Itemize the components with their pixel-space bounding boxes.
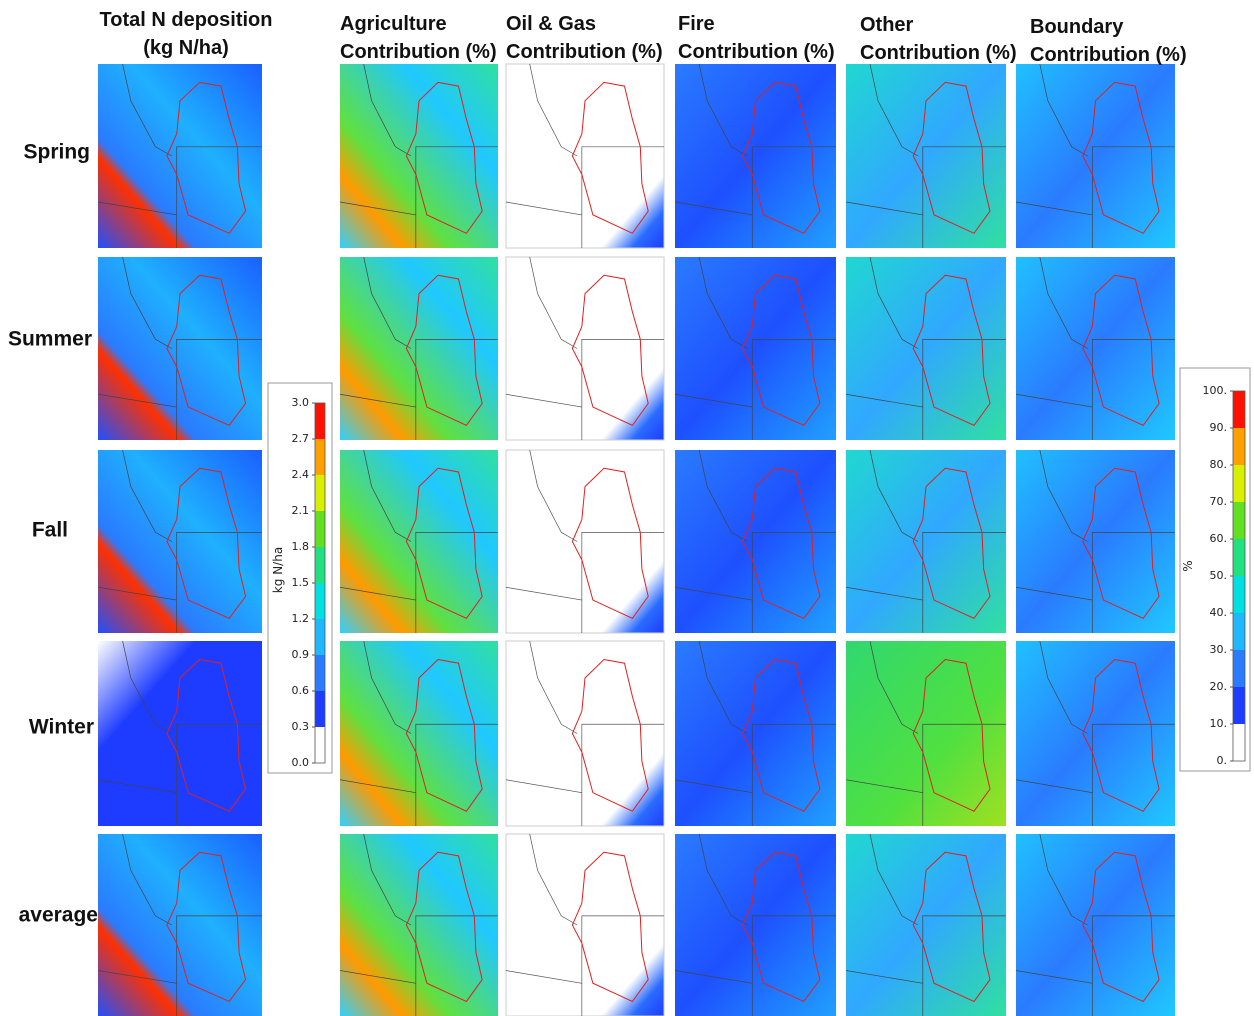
map-panel [98,64,262,248]
map-panel [98,257,262,440]
map-panel [340,257,498,440]
map-panel [846,64,1006,248]
colorbar-segment [1233,502,1245,539]
column-title: Contribution (%) [678,41,835,63]
row-label: Summer [8,328,92,351]
colorbar-segment [315,583,325,619]
map-panel [675,834,836,1016]
colorbar-segment [1233,428,1245,465]
colorbar-tick-label: 2.1 [292,504,310,517]
colorbar-segment [1233,724,1245,761]
map-panel [98,834,262,1016]
map-panel [675,450,836,633]
colorbar-segment [1233,687,1245,724]
map-panel [340,641,498,826]
map-panel [675,641,836,826]
colorbar: 3.0 2.7 2.4 2.1 1.8 1.5 1.2 0.9 0.6 0.3 0.0 kg N/ha [268,383,332,773]
colorbar-tick-label: 3.0 [292,396,310,409]
map-panel [340,450,498,633]
colorbar-segment [315,619,325,655]
column-title: Contribution (%) [506,41,663,63]
colorbar-tick-label: 50. [1210,569,1228,582]
colorbar-segment [315,475,325,511]
colorbar-tick-label: 70. [1210,495,1228,508]
colorbar-tick-label: 0.3 [292,720,310,733]
map-panel [846,257,1006,440]
map-panel [675,64,836,248]
colorbar-segment [1233,465,1245,502]
map-panel [98,450,262,633]
colorbar-label: kg N/ha [271,547,285,593]
map-panel [1016,257,1175,440]
column-title: Total N deposition [100,9,273,31]
column-title: Agriculture [340,13,447,35]
colorbar-tick-label: 1.5 [292,576,310,589]
row-label: Fall [32,519,68,542]
colorbar-segment [315,547,325,583]
map-panel [98,641,262,826]
map-grid [98,64,1175,1016]
column-title: Contribution (%) [340,41,497,63]
row-label: average [19,904,98,927]
colorbar-tick-label: 10. [1210,717,1228,730]
map-panel [846,641,1006,826]
colorbar-segment [1233,391,1245,428]
map-panel [846,834,1006,1016]
colorbar-tick-label: 0.6 [292,684,310,697]
column-title: Contribution (%) [860,42,1017,64]
colorbar-tick-label: 2.4 [292,468,310,481]
colorbar-segment [315,403,325,439]
colorbar-tick-label: 30. [1210,643,1228,656]
column-title: Boundary [1030,16,1124,38]
colorbar-tick-label: 0.9 [292,648,310,661]
map-panel [506,450,664,633]
colorbar-tick-label: 0.0 [292,756,310,769]
map-panel [506,64,664,248]
colorbar-tick-label: 100. [1203,384,1228,397]
colorbar-tick-label: 80. [1210,458,1228,471]
column-title: Fire [678,13,715,35]
map-panel [675,257,836,440]
colorbar-tick-label: 1.2 [292,612,310,625]
colorbar-tick-label: 20. [1210,680,1228,693]
map-panel [506,257,664,440]
colorbar-tick-label: 0. [1217,754,1228,767]
colorbar-segment [315,439,325,475]
colorbar-tick-label: 90. [1210,421,1228,434]
map-panel [506,834,664,1016]
map-panel [1016,834,1175,1016]
colorbar-label: % [1181,560,1195,571]
colorbar-tick-label: 60. [1210,532,1228,545]
column-title: (kg N/ha) [143,37,229,59]
column-title: Other [860,14,914,36]
column-title: Contribution (%) [1030,44,1187,66]
colorbar-segment [1233,613,1245,650]
row-label: Spring [24,141,91,164]
map-panel [340,834,498,1016]
map-panel [846,450,1006,633]
colorbar-segment [315,691,325,727]
colorbar-segment [315,727,325,763]
colorbar-segment [1233,650,1245,687]
colorbar: 100. 90. 80. 70. 60. 50. 40. 30. 20. 10. 0.% [1180,368,1250,771]
map-panel [1016,450,1175,633]
colorbar-segment [315,655,325,691]
row-label: Winter [29,716,94,739]
colorbar-segment [1233,539,1245,576]
colorbar-tick-label: 2.7 [292,432,310,445]
colorbar-tick-label: 40. [1210,606,1228,619]
map-panel [1016,641,1175,826]
colorbar-segment [1233,576,1245,613]
map-panel [340,64,498,248]
map-panel [1016,64,1175,248]
colorbar-segment [315,511,325,547]
map-panel [506,641,664,826]
colorbar-tick-label: 1.8 [292,540,310,553]
figure: Total N deposition (kg N/ha) Agriculture Co… [0,0,1254,1016]
column-title: Oil & Gas [506,13,596,35]
